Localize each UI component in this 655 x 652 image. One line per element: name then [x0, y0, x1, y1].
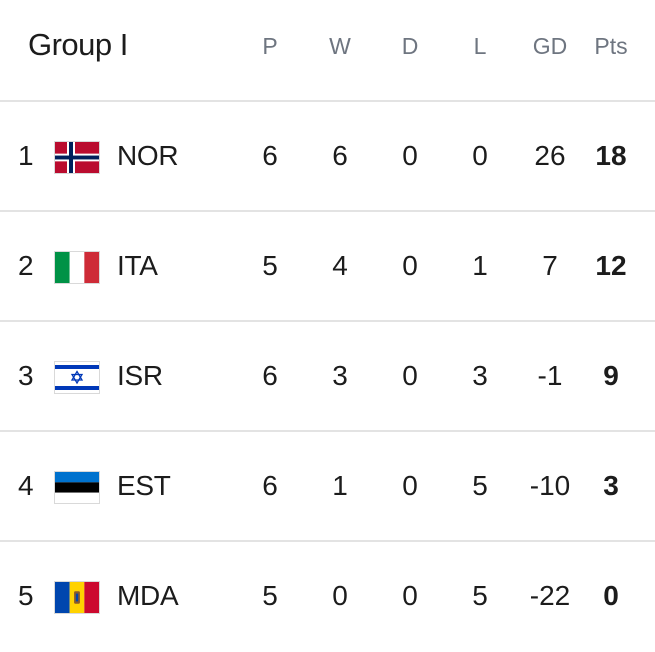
- table-row[interactable]: 1 NOR 6 6 0 0 26 18: [0, 102, 655, 212]
- points: 3: [603, 470, 619, 501]
- drawn: 0: [402, 360, 418, 391]
- lost: 3: [472, 360, 488, 391]
- lost: 5: [472, 580, 488, 611]
- israel-flag-icon: [54, 361, 100, 394]
- played: 6: [262, 470, 278, 501]
- column-header-won[interactable]: W: [329, 33, 351, 59]
- won: 6: [332, 140, 348, 171]
- goal-difference: -22: [529, 580, 571, 611]
- norway-flag-icon: [54, 141, 100, 174]
- won: 4: [332, 250, 348, 281]
- table-row[interactable]: 5 MDA 5 0 0 5 -22 0: [0, 542, 655, 652]
- played: 6: [262, 360, 278, 391]
- column-header-points[interactable]: Pts: [594, 33, 628, 59]
- standings-header: Group I P W D L GD Pts: [0, 0, 655, 102]
- drawn: 0: [402, 580, 418, 611]
- table-row[interactable]: 2 ITA 5 4 0 1 7 12: [0, 212, 655, 322]
- played: 5: [262, 580, 278, 611]
- goal-difference: -10: [529, 470, 571, 501]
- column-header-lost[interactable]: L: [473, 33, 487, 59]
- table-row[interactable]: 4 EST 6 1 0 5 -10 3: [0, 432, 655, 542]
- rank: 5: [18, 580, 34, 611]
- team-name[interactable]: ISR: [117, 360, 163, 391]
- lost: 0: [472, 140, 488, 171]
- goal-difference: 26: [534, 140, 566, 171]
- points: 18: [595, 140, 627, 171]
- table-row[interactable]: 3 ISR 6 3 0 3 -1 9: [0, 322, 655, 432]
- team-name[interactable]: MDA: [117, 580, 179, 611]
- rank: 4: [18, 470, 34, 501]
- won: 0: [332, 580, 348, 611]
- rank: 2: [18, 250, 34, 281]
- estonia-flag-icon: [54, 471, 100, 504]
- won: 1: [332, 470, 348, 501]
- drawn: 0: [402, 250, 418, 281]
- moldova-flag-icon: [54, 581, 100, 614]
- goal-difference: 7: [542, 250, 558, 281]
- column-header-goal-difference[interactable]: GD: [532, 33, 568, 59]
- lost: 5: [472, 470, 488, 501]
- italy-flag-icon: [54, 251, 100, 284]
- team-name[interactable]: NOR: [117, 140, 179, 171]
- played: 6: [262, 140, 278, 171]
- points: 0: [603, 580, 619, 611]
- drawn: 0: [402, 140, 418, 171]
- drawn: 0: [402, 470, 418, 501]
- points: 9: [603, 360, 619, 391]
- rank: 3: [18, 360, 34, 391]
- team-name[interactable]: EST: [117, 470, 171, 501]
- lost: 1: [472, 250, 488, 281]
- played: 5: [262, 250, 278, 281]
- won: 3: [332, 360, 348, 391]
- rank: 1: [18, 140, 34, 171]
- points: 12: [595, 250, 627, 281]
- column-header-drawn[interactable]: D: [401, 33, 419, 59]
- column-header-played[interactable]: P: [262, 33, 278, 59]
- team-name[interactable]: ITA: [117, 250, 158, 281]
- group-title: Group I: [28, 27, 128, 62]
- goal-difference: -1: [537, 360, 563, 391]
